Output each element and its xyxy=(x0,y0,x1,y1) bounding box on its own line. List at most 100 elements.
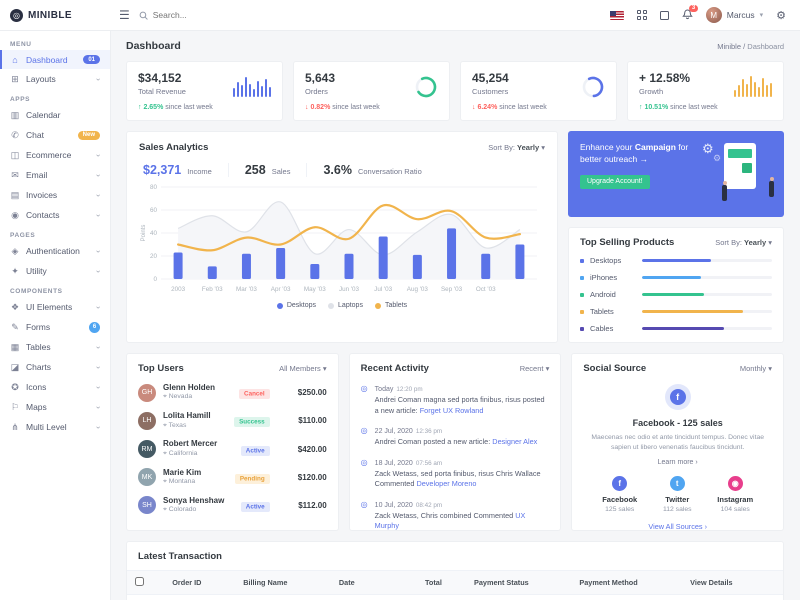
product-bullet-icon xyxy=(580,292,584,297)
stat-bars-viz xyxy=(733,75,772,97)
stat-label: Total Revenue xyxy=(138,87,186,96)
product-bullet-icon xyxy=(580,275,584,280)
stat-delta-pct: 10.51% xyxy=(644,104,669,111)
sidebar-item-calendar[interactable]: ▥ Calendar xyxy=(0,105,110,125)
activity-link[interactable]: UX Murphy xyxy=(374,510,526,531)
recent-activity-filter-dropdown[interactable]: Recent ▾ xyxy=(519,364,550,373)
activity-time: 08:42 pm xyxy=(415,501,443,509)
chevron-icon: › xyxy=(94,305,104,309)
recent-activity-card: Recent Activity Recent ▾ ◎ Today 12:20 pm A… xyxy=(348,353,562,531)
top-users-filter-dropdown[interactable]: All Members ▾ xyxy=(279,364,327,373)
settings-gear-icon[interactable]: ⚙ xyxy=(776,9,786,22)
apps-grid-icon[interactable] xyxy=(637,10,647,20)
stat-card-customers: 45,254 Customers ↓ 6.24% since last week xyxy=(460,61,617,121)
sidebar-item-ui-elements[interactable]: ❖ UI Elements › xyxy=(0,297,110,317)
user-name: Robert Mercer xyxy=(163,439,218,449)
social-source-instagram[interactable]: ◉ Instagram 104 sales xyxy=(717,476,753,513)
social-filter-dropdown[interactable]: Monthly ▾ xyxy=(739,364,773,373)
social-source-facebook[interactable]: f Facebook 125 sales xyxy=(602,476,637,513)
stat-value: + 12.58% xyxy=(639,71,691,85)
activity-text: Zack Wetass, Chris combined Commented UX… xyxy=(374,510,526,531)
activity-link[interactable]: Forget UX Rowland xyxy=(419,405,484,415)
user-avatar: M xyxy=(705,7,722,23)
user-row[interactable]: SH Sonya Henshaw ⌖ Colorado Active $112.00 xyxy=(138,496,327,515)
user-row[interactable]: RM Robert Mercer ⌖ California Active $420.00 xyxy=(138,439,327,459)
sidebar-item-invoices[interactable]: ▤ Invoices › xyxy=(0,185,110,205)
sidebar-item-contacts[interactable]: ◉ Contacts › xyxy=(0,205,110,225)
top-users-title: Top Users xyxy=(138,363,184,374)
legend-item-laptops[interactable]: Laptops xyxy=(328,302,363,309)
product-name: Desktops xyxy=(590,256,622,265)
sidebar-item-tables[interactable]: ▦ Tables › xyxy=(0,337,110,357)
chevron-icon: › xyxy=(94,385,104,389)
source-name: Instagram xyxy=(717,495,754,505)
svg-text:Sep '03: Sep '03 xyxy=(441,286,463,293)
activity-date: 10 Jul, 2020 xyxy=(374,501,413,509)
top-selling-sort-dropdown[interactable]: Sort By: Yearly ▾ xyxy=(715,238,772,247)
brand-logo-icon: ◎ xyxy=(10,8,23,22)
breadcrumb-parent[interactable]: Minible xyxy=(717,41,742,51)
sidebar-item-ecommerce[interactable]: ◫ Ecommerce › xyxy=(0,145,110,165)
sales-kpi-row: $2,371 Income 258 Sales 3.6% Conversation Rat… xyxy=(139,163,545,177)
fullscreen-icon[interactable] xyxy=(659,10,669,20)
menu-toggle-button[interactable]: ☰ xyxy=(110,8,139,22)
sidebar-item-label: Charts xyxy=(26,362,52,372)
right-column: Enhance your Campaign for better outreac… xyxy=(568,131,784,343)
email-icon: ✉ xyxy=(11,169,19,180)
sidebar-item-utility[interactable]: ✦ Utility › xyxy=(0,261,110,281)
select-all-checkbox[interactable] xyxy=(135,577,144,586)
product-progress-fill xyxy=(642,292,705,297)
sidebar-item-chat[interactable]: ✆ Chat New xyxy=(0,125,110,145)
avatar: GH xyxy=(138,383,156,402)
stats-row: $34,152 Total Revenue ↑ 2.65% since last w… xyxy=(126,61,784,121)
source-name: Facebook xyxy=(602,495,638,505)
upgrade-account-button[interactable]: Upgrade Account! xyxy=(580,174,650,189)
sidebar-item-forms[interactable]: ✎ Forms 6 xyxy=(0,317,110,337)
legend-item-tablets[interactable]: Tablets xyxy=(374,302,407,309)
user-amount: $110.00 xyxy=(298,416,327,426)
bottom-cards-row: Top Users All Members ▾ GH Glenn Holden ⌖ … xyxy=(126,353,785,531)
sidebar-item-maps[interactable]: ⚐ Maps › xyxy=(0,397,110,417)
latest-transaction-title: Latest Transaction xyxy=(138,551,222,562)
view-all-sources-link[interactable]: View All Sources › xyxy=(648,522,708,531)
tables-icon: ▦ xyxy=(10,341,20,352)
sidebar-item-icons[interactable]: ✪ Icons › xyxy=(0,377,110,397)
sidebar-item-charts[interactable]: ◪ Charts › xyxy=(0,357,110,377)
campaign-illustration: ⚙ ⚙ xyxy=(700,141,778,207)
sparkline-bars-icon xyxy=(733,75,772,97)
user-row[interactable]: GH Glenn Holden ⌖ Nevada Cancel $250.00 xyxy=(138,383,327,402)
user-info: Marie Kim ⌖ Montana xyxy=(163,468,201,487)
legend-item-desktops[interactable]: Desktops xyxy=(276,302,316,309)
svg-text:Oct '03: Oct '03 xyxy=(476,286,496,293)
user-row[interactable]: LH Lolita Hamill ⌖ Texas Success $110.00 xyxy=(138,411,327,430)
ui-elements-icon: ❖ xyxy=(10,301,20,312)
sidebar-section-label: MENU xyxy=(10,41,32,48)
learn-more-link[interactable]: Learn more › xyxy=(657,459,698,467)
search-input[interactable] xyxy=(152,10,283,20)
stat-delta: ↑ 2.65% since last week xyxy=(138,104,271,111)
stat-label: Customers xyxy=(472,87,509,96)
source-sales: 112 sales xyxy=(662,506,692,514)
sidebar: MENU ⌂ Dashboard 01 ⊞ Layouts › APPS ▥ Calendar ✆ C… xyxy=(0,30,110,600)
activity-link[interactable]: Developer Moreno xyxy=(416,479,477,489)
main-content: Dashboard Minible / Dashboard $34,152 Tot… xyxy=(110,30,800,600)
ecommerce-icon: ◫ xyxy=(10,149,20,160)
activity-link[interactable]: Designer Alex xyxy=(492,437,538,447)
svg-text:May '03: May '03 xyxy=(304,286,326,293)
social-source-twitter[interactable]: t Twitter 112 sales xyxy=(663,476,692,513)
sidebar-item-authentication[interactable]: ◈ Authentication › xyxy=(0,241,110,261)
notifications-button[interactable]: 3 xyxy=(681,4,698,22)
sales-sort-dropdown[interactable]: Sort By: Yearly ▾ xyxy=(488,143,545,152)
sidebar-item-email[interactable]: ✉ Email › xyxy=(0,165,110,185)
product-name: Android xyxy=(590,290,616,299)
kpi-income: $2,371 Income xyxy=(139,163,228,177)
user-menu[interactable]: M Marcus ▾ xyxy=(705,7,763,23)
stat-label: Orders xyxy=(305,87,328,96)
user-row[interactable]: MK Marie Kim ⌖ Montana Pending $120.00 xyxy=(138,468,327,487)
sidebar-item-badge: 01 xyxy=(83,55,100,64)
us-flag-icon[interactable] xyxy=(610,10,625,20)
sidebar-item-layouts[interactable]: ⊞ Layouts › xyxy=(0,69,110,89)
product-progress-fill xyxy=(642,326,724,331)
sidebar-item-dashboard[interactable]: ⌂ Dashboard 01 xyxy=(0,50,110,69)
sidebar-item-multi-level[interactable]: ⋔ Multi Level › xyxy=(0,417,110,437)
